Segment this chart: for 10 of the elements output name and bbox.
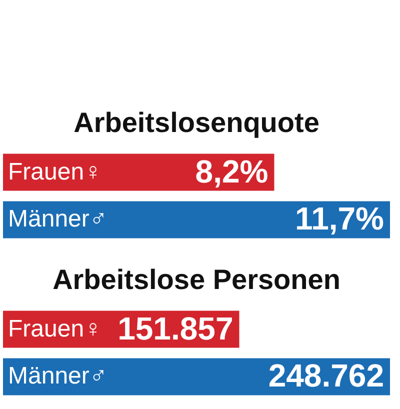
data-label: 11,7% [295,200,384,237]
chart-title: Arbeitslosenquote [74,107,320,138]
data-label: 248.762 [268,358,384,394]
y-tick-label: Männer♂ [8,206,108,233]
y-tick-label: Frauen♀ [8,158,102,186]
y-tick-label: Männer♂ [8,362,108,390]
data-label: 8,2% [195,153,268,190]
data-label: 151.857 [118,310,234,346]
chart-title: Arbeitslose Personen [52,264,340,295]
y-tick-label: Frauen♀ [8,315,102,342]
